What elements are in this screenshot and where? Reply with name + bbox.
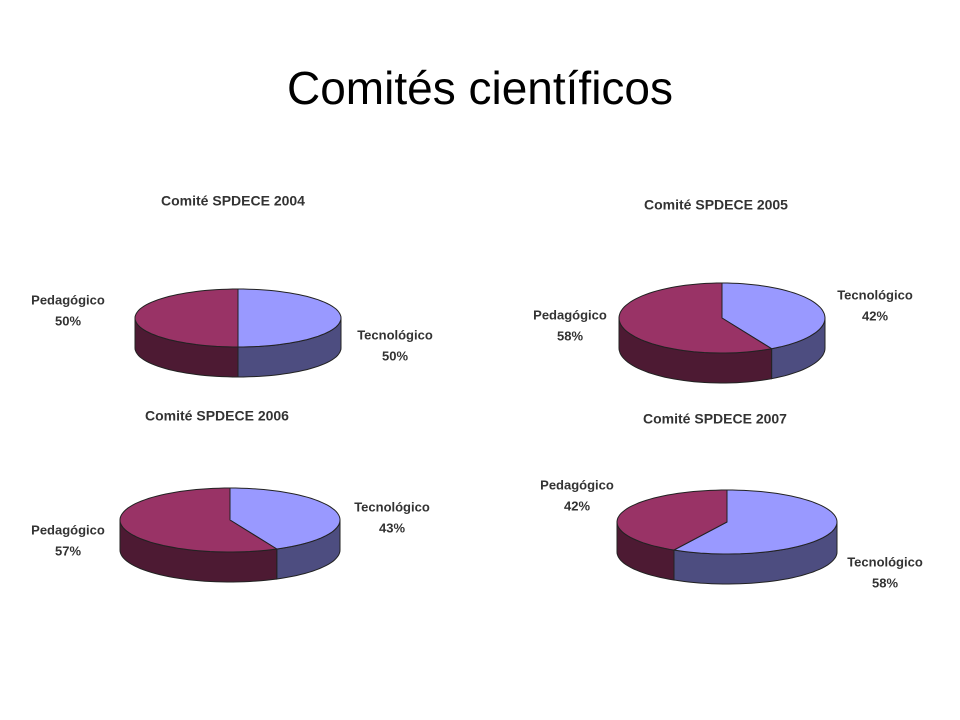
pie-slice bbox=[721, 282, 826, 350]
slide-title: Comités científicos bbox=[287, 62, 673, 114]
slice-value-label: 58% bbox=[872, 575, 898, 590]
pie-slice bbox=[616, 489, 728, 551]
pie-slice bbox=[229, 487, 341, 550]
slice-label: Pedagógico bbox=[31, 292, 105, 307]
slice-label: Pedagógico bbox=[533, 307, 607, 322]
slice-label: Tecnológico bbox=[354, 499, 430, 514]
slice-label: Pedagógico bbox=[31, 522, 105, 537]
chart-title: Comité SPDECE 2005 bbox=[644, 197, 788, 213]
chart-title: Comité SPDECE 2004 bbox=[161, 193, 305, 209]
slice-value-label: 42% bbox=[564, 498, 590, 513]
slice-label: Tecnológico bbox=[837, 287, 913, 302]
chart-title: Comité SPDECE 2006 bbox=[145, 408, 289, 424]
pie-slice bbox=[237, 288, 342, 348]
slice-label: Tecnológico bbox=[357, 327, 433, 342]
slice-value-label: 57% bbox=[55, 543, 81, 558]
slice-value-label: 50% bbox=[55, 313, 81, 328]
chart-title: Comité SPDECE 2007 bbox=[643, 411, 787, 427]
slice-value-label: 50% bbox=[382, 348, 408, 363]
slice-label: Tecnológico bbox=[847, 554, 923, 569]
pie-slice bbox=[119, 487, 279, 553]
slice-value-label: 58% bbox=[557, 328, 583, 343]
pie-slice bbox=[618, 282, 773, 354]
pie-slice bbox=[672, 489, 838, 555]
slice-label: Pedagógico bbox=[540, 477, 614, 492]
slice-value-label: 42% bbox=[862, 308, 888, 323]
pie-slice bbox=[134, 288, 239, 348]
slice-value-label: 43% bbox=[379, 520, 405, 535]
